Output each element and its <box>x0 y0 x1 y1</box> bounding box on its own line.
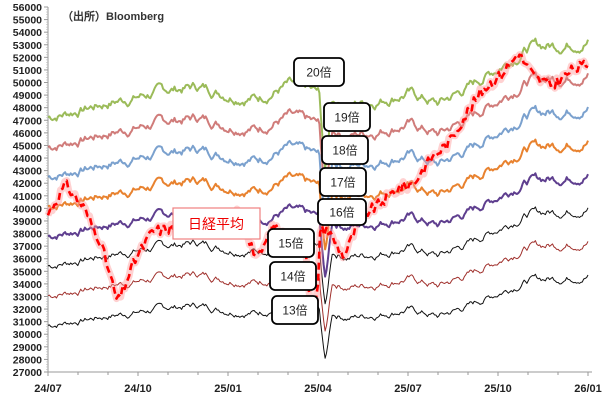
y-tick-label: 32000 <box>13 304 42 316</box>
y-tick-label: 46000 <box>13 128 42 140</box>
label-box <box>319 167 367 197</box>
label-box <box>172 207 261 240</box>
y-tick-label: 28000 <box>13 354 42 366</box>
y-tick-label: 54000 <box>13 27 42 39</box>
y-tick-label: 51000 <box>13 65 42 77</box>
label-text: 18倍 <box>332 143 357 158</box>
label-box <box>293 57 345 87</box>
y-tick-label: 50000 <box>13 78 42 90</box>
y-tick-label: 37000 <box>13 241 42 253</box>
y-tick-label: 31000 <box>13 317 42 329</box>
label-box <box>269 261 317 291</box>
x-tick-label: 24/07 <box>34 383 62 395</box>
y-tick-label: 40000 <box>13 203 42 215</box>
x-tick-label: 26/01 <box>574 383 602 395</box>
y-tick-label: 33000 <box>13 291 42 303</box>
nikkei-label: 日経平均 <box>172 207 261 240</box>
label-text: 19倍 <box>334 110 359 125</box>
band-label-20x: 20倍 <box>293 57 345 87</box>
y-tick-label: 45000 <box>13 140 42 152</box>
axes <box>47 7 592 373</box>
y-tick-label: 38000 <box>13 229 42 241</box>
source-note: （出所）Bloomberg <box>62 9 164 23</box>
label-text: 17倍 <box>330 175 355 190</box>
band-label-16x: 16倍 <box>317 198 367 226</box>
nikkei-series <box>44 51 590 319</box>
x-tick-label: 25/07 <box>394 383 422 395</box>
band-line-17x <box>47 138 589 251</box>
y-tick-label: 27000 <box>13 367 42 379</box>
x-tick-label: 25/01 <box>214 383 242 395</box>
y-tick-label: 42000 <box>13 178 42 190</box>
y-tick-label: 55000 <box>13 15 42 27</box>
y-tick-label: 48000 <box>13 103 42 115</box>
nikkei-line <box>46 53 589 317</box>
y-tick-label: 43000 <box>13 166 42 178</box>
y-tick-label: 44000 <box>13 153 42 165</box>
band-label-13x: 13倍 <box>271 295 319 325</box>
x-axis-ticks: 24/07 24/10 25/01 25/04 25/07 25/10 26/01 <box>34 372 602 395</box>
band-line-19x <box>47 71 589 196</box>
y-tick-label: 36000 <box>13 254 42 266</box>
series-labels: 20倍 19倍 18倍 17倍 16倍 15倍 14倍 13倍 日経平均 <box>172 57 371 325</box>
y-tick-label: 35000 <box>13 266 42 278</box>
label-box <box>321 135 369 165</box>
label-text: 13倍 <box>282 303 307 318</box>
y-tick-label: 30000 <box>13 329 42 341</box>
band-line-15x <box>47 206 589 305</box>
y-tick-label: 39000 <box>13 216 42 228</box>
band-label-14x: 14倍 <box>269 261 317 291</box>
label-text: 16倍 <box>329 205 354 220</box>
label-text: 日経平均 <box>188 217 244 233</box>
label-text: 15倍 <box>278 236 303 251</box>
y-tick-label: 56000 <box>13 2 42 14</box>
band-label-17x: 17倍 <box>319 167 367 197</box>
y-tick-label: 53000 <box>13 40 42 52</box>
label-box <box>271 295 319 325</box>
band-label-19x: 19倍 <box>323 102 371 132</box>
y-tick-label: 34000 <box>13 279 42 291</box>
label-box <box>267 228 315 258</box>
y-tick-label: 49000 <box>13 90 42 102</box>
y-tick-label: 29000 <box>13 342 42 354</box>
y-axis-ticks: 2700028000290003000031000320003300034000… <box>13 2 48 379</box>
y-tick-label: 41000 <box>13 191 42 203</box>
label-text: 14倍 <box>280 269 305 284</box>
x-tick-label: 24/10 <box>124 383 152 395</box>
x-tick-label: 25/04 <box>304 383 332 395</box>
y-tick-label: 52000 <box>13 52 42 64</box>
band-label-15x: 15倍 <box>267 228 315 258</box>
label-box <box>323 102 371 132</box>
y-tick-label: 47000 <box>13 115 42 127</box>
label-box <box>317 198 367 226</box>
x-tick-label: 25/10 <box>484 383 512 395</box>
band-line-18x <box>47 104 589 224</box>
band-label-18x: 18倍 <box>321 135 369 165</box>
label-text: 20倍 <box>306 65 331 80</box>
per-bands <box>47 37 589 359</box>
